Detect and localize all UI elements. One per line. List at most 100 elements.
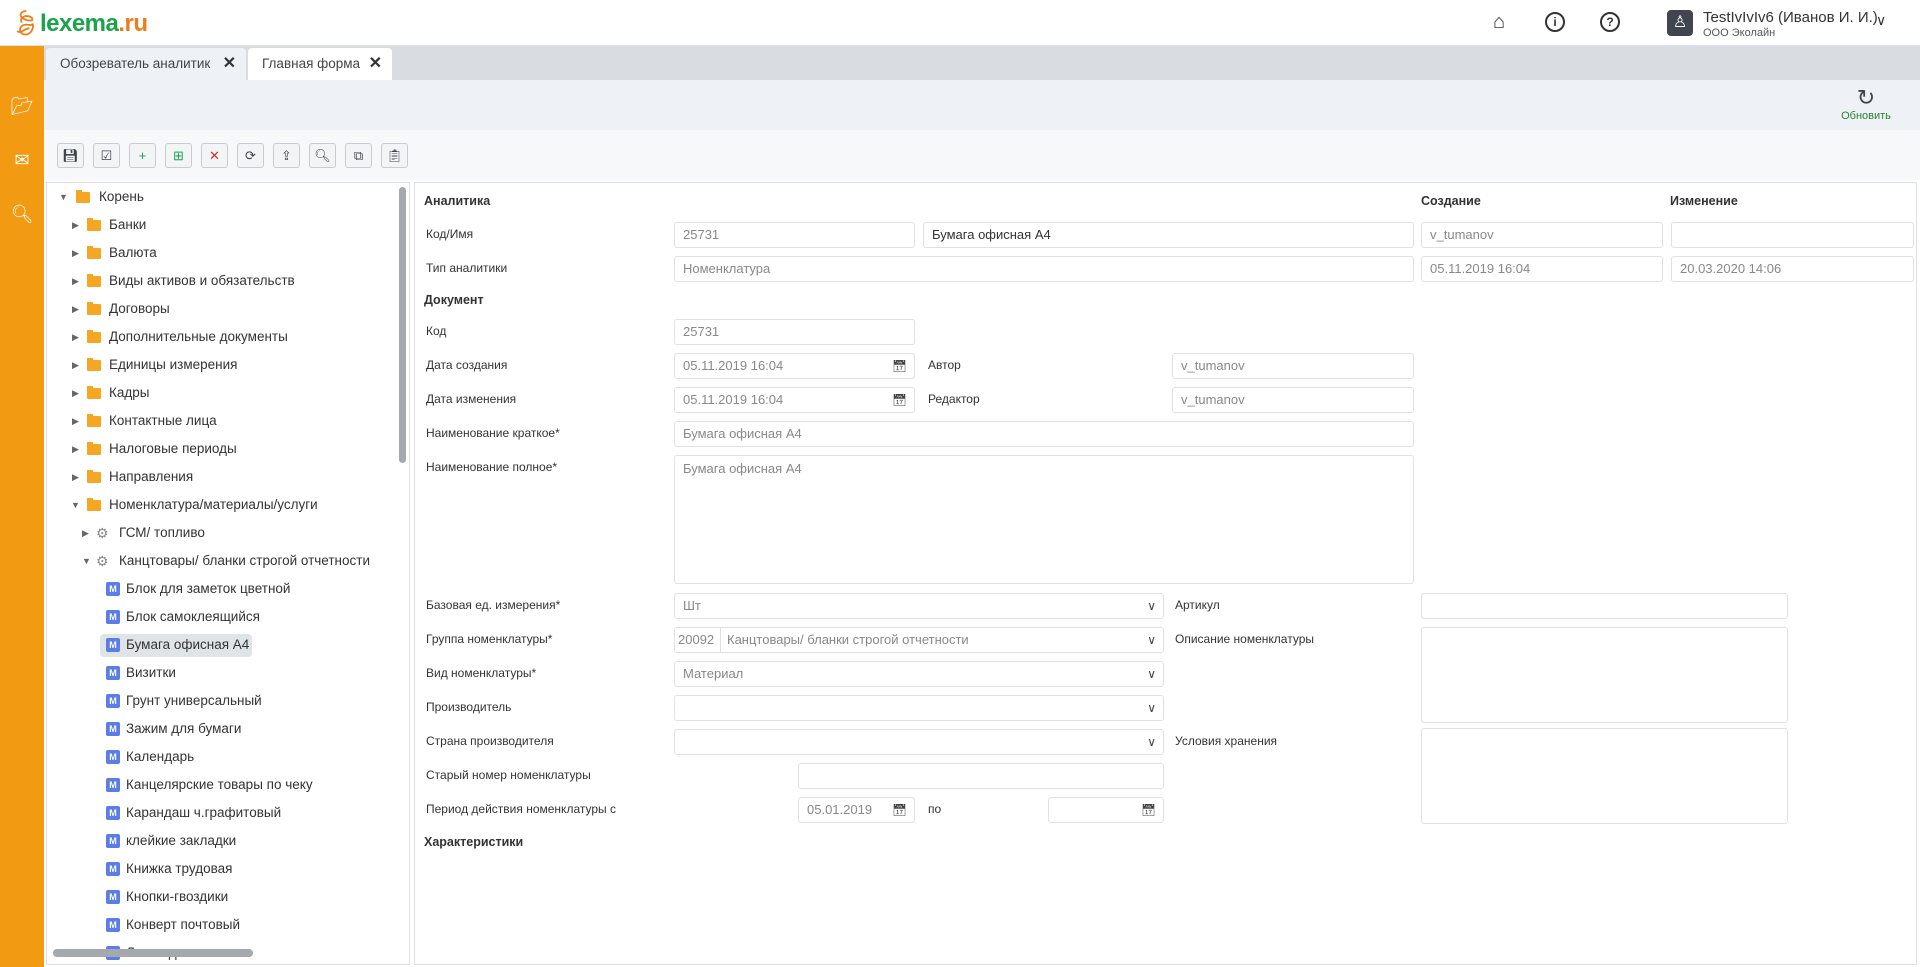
paste-icon: 📋︎ [386, 148, 403, 163]
caret-down-icon[interactable]: ▼ [82, 556, 91, 566]
close-icon[interactable]: ✕ [222, 55, 236, 72]
close-icon[interactable]: ✕ [368, 55, 382, 72]
vertical-scrollbar[interactable] [399, 187, 406, 463]
refresh-button[interactable]: ↻ Обновить [1836, 86, 1896, 123]
analytics-tree: ▼ Корень ▶ Банки ▶ Валюта ▶ Виды активов и обя… [46, 182, 410, 965]
group-label: Группа номенклатуры* [426, 632, 553, 646]
kind-select[interactable]: Материал ∨ [674, 661, 1164, 687]
nomenclature-item-icon: M [106, 694, 120, 708]
manufacturer-select[interactable]: ∨ [674, 695, 1164, 721]
short-name-field[interactable]: Бумага офисная А4 [674, 421, 1414, 447]
tree-node-root[interactable]: ▼ Корень [47, 186, 387, 208]
gear-icon: ⚙ [96, 553, 109, 569]
add-subitem-button[interactable]: ⊞ [165, 143, 192, 168]
tree-node-item[interactable]: M Блок самоклеящийся [100, 606, 350, 629]
group-select[interactable]: 20092 Канцтовары/ бланки строгой отчетнос… [674, 627, 1164, 653]
tree-node-item[interactable]: M Карандаш ч.графитовый [100, 802, 350, 825]
tree-node-item[interactable]: M Канцелярские товары по чеку [100, 774, 350, 797]
caret-down-icon[interactable]: ▼ [59, 192, 68, 202]
caret-right-icon[interactable]: ▶ [72, 444, 79, 454]
description-textarea[interactable] [1421, 627, 1788, 723]
tree-node-item[interactable]: M Конверт почтовый [100, 914, 350, 937]
copy-button[interactable]: ⧉ [345, 143, 372, 168]
unit-label: Базовая ед. измерения* [426, 598, 561, 612]
caret-right-icon[interactable]: ▶ [72, 388, 79, 398]
add-item-button[interactable]: + [129, 143, 156, 168]
analytics-code-field[interactable]: 25731 [674, 222, 915, 248]
editor-label: Редактор [928, 392, 980, 406]
analytics-name-field[interactable]: Бумага офисная А4 [923, 222, 1414, 248]
home-icon[interactable]: ⌂ [1492, 11, 1506, 33]
unit-select[interactable]: Шт ∨ [674, 593, 1164, 619]
check-list-button[interactable]: ☑ [93, 143, 120, 168]
tab-main-form[interactable]: Главная форма ✕ [248, 48, 392, 80]
tree-node-label: Номенклатура/материалы/услуги [109, 497, 318, 512]
caret-right-icon[interactable]: ▶ [72, 472, 79, 482]
user-name[interactable]: TestIvIvIv6 (Иванов И. И.) [1703, 9, 1878, 26]
upload-button[interactable]: ⇪ [273, 143, 300, 168]
tree-node-label: Направления [109, 469, 194, 484]
tree-node-item[interactable]: M Грунт универсальный [100, 690, 350, 713]
lexema-logo[interactable]: 🍃︎lexema.ru [10, 10, 148, 37]
mail-icon[interactable]: ✉ [14, 150, 30, 170]
horizontal-scrollbar[interactable] [53, 949, 253, 957]
tree-node-item[interactable]: M Блок для заметок цветной [100, 578, 350, 601]
tab-label: Обозреватель аналитик [60, 56, 211, 71]
caret-right-icon[interactable]: ▶ [72, 360, 79, 370]
upload-icon: ⇪ [281, 148, 292, 163]
help-icon[interactable]: ? [1600, 12, 1620, 32]
changed-date-field[interactable]: 05.11.2019 16:04 📅︎ [674, 387, 915, 413]
editor-field: v_tumanov [1172, 387, 1414, 413]
full-name-textarea[interactable]: Бумага офисная А4 [674, 455, 1414, 584]
avatar[interactable]: ♙ [1667, 10, 1693, 36]
save-button[interactable]: 💾︎ [57, 143, 84, 168]
search-icon[interactable]: 🔍︎ [10, 204, 34, 224]
code-name-label: Код/Имя [426, 227, 474, 241]
caret-down-icon[interactable]: ▼ [71, 500, 80, 510]
tree-node-label: Канцелярские товары по чеку [126, 777, 313, 792]
caret-right-icon[interactable]: ▶ [72, 276, 79, 286]
period-to-field[interactable]: 📅︎ [1048, 797, 1164, 823]
created-at-field: 05.11.2019 16:04 [1421, 256, 1663, 282]
caret-right-icon[interactable]: ▶ [72, 220, 79, 230]
tree-node-label: Грунт универсальный [126, 693, 262, 708]
tree-node-item[interactable]: M Бумага офисная А4 [100, 634, 252, 657]
tree-node-item[interactable]: M Кнопки-гвоздики [100, 886, 350, 909]
folder-open-icon[interactable]: 📂︎ [10, 96, 34, 116]
paste-button[interactable]: 📋︎ [381, 143, 408, 168]
chevron-down-icon[interactable]: ∨ [1876, 12, 1887, 28]
caret-right-icon[interactable]: ▶ [82, 528, 89, 538]
caret-right-icon[interactable]: ▶ [72, 416, 79, 426]
search-icon: 🔍︎ [314, 148, 331, 163]
period-from-field[interactable]: 05.01.2019 📅︎ [798, 797, 915, 823]
tree-node-label: Визитки [126, 665, 176, 680]
created-date-field[interactable]: 05.11.2019 16:04 📅︎ [674, 353, 915, 379]
caret-right-icon[interactable]: ▶ [72, 248, 79, 258]
caret-right-icon[interactable]: ▶ [72, 304, 79, 314]
calendar-icon[interactable]: 📅︎ [891, 359, 907, 373]
storage-textarea[interactable] [1421, 728, 1788, 824]
find-button[interactable]: 🔍︎ [309, 143, 336, 168]
tree-node-item[interactable]: M Зажим для бумаги [100, 718, 350, 741]
tree-node-item[interactable]: M Календарь [100, 746, 350, 769]
delete-item-button[interactable]: ✕ [201, 143, 228, 168]
tree-node-label: Валюта [109, 245, 157, 260]
info-icon[interactable]: i [1545, 12, 1565, 32]
changed-at-field: 20.03.2020 14:06 [1671, 256, 1914, 282]
country-select[interactable]: ∨ [674, 729, 1164, 755]
tree-node-item[interactable]: M Книжка трудовая [100, 858, 350, 881]
tree-node-item[interactable]: M Визитки [100, 662, 350, 685]
nomenclature-item-icon: M [106, 582, 120, 596]
nomenclature-item-icon: M [106, 666, 120, 680]
caret-right-icon[interactable]: ▶ [72, 332, 79, 342]
manufacturer-label: Производитель [426, 700, 512, 714]
old-number-field[interactable] [798, 763, 1164, 789]
article-field[interactable] [1421, 593, 1788, 619]
sync-button[interactable]: ⟳ [237, 143, 264, 168]
calendar-icon[interactable]: 📅︎ [891, 393, 907, 407]
tab-analytics-browser[interactable]: Обозреватель аналитик ✕ [46, 48, 246, 80]
calendar-icon[interactable]: 📅︎ [1140, 803, 1156, 817]
country-label: Страна производителя [426, 734, 554, 748]
calendar-icon[interactable]: 📅︎ [891, 803, 907, 817]
